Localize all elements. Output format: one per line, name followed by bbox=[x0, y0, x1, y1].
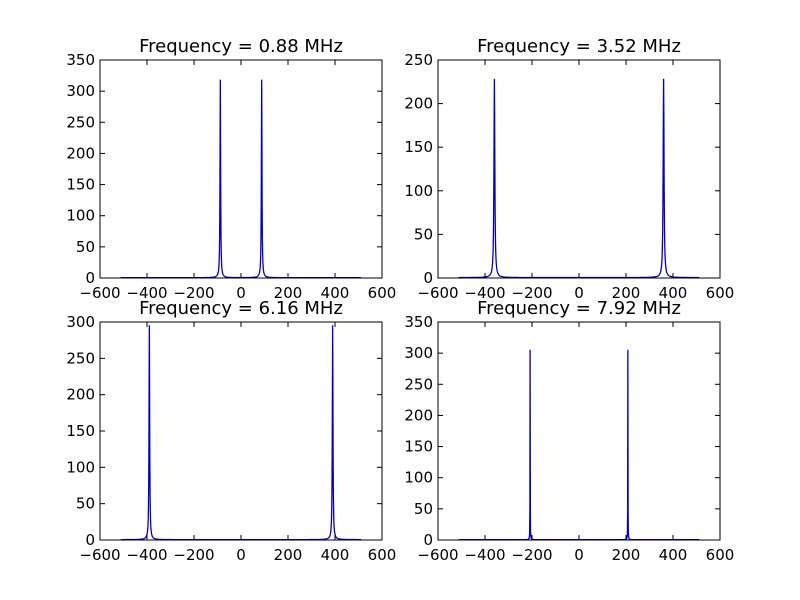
subplot-freq-0-88: −600 −400 −200 0 200 400 600 0 50 100 150 200 250 300… bbox=[66, 36, 396, 302]
y-tick-label: 150 bbox=[66, 422, 95, 440]
x-tick-label: −200 bbox=[511, 284, 552, 302]
y-tick-label: 200 bbox=[66, 144, 95, 162]
y-tick-label: 300 bbox=[404, 344, 433, 362]
y-tick-label: 250 bbox=[404, 375, 433, 393]
y-tick-label: 200 bbox=[404, 95, 433, 113]
y-tick-label: 0 bbox=[85, 531, 95, 549]
y-tick-label: 150 bbox=[404, 438, 433, 456]
plot-area bbox=[438, 60, 720, 278]
x-tick-label: 200 bbox=[612, 284, 641, 302]
y-tick-label: 50 bbox=[414, 225, 433, 243]
subplot-title: Frequency = 7.92 MHz bbox=[477, 298, 681, 319]
x-tick-label: 0 bbox=[236, 284, 246, 302]
y-tick-label: 300 bbox=[66, 313, 95, 331]
subplot-title: Frequency = 6.16 MHz bbox=[139, 298, 343, 319]
y-tick-label: 100 bbox=[66, 458, 95, 476]
x-tick-label: 200 bbox=[274, 284, 303, 302]
y-tick-label: 0 bbox=[423, 531, 433, 549]
x-tick-label: −200 bbox=[173, 284, 214, 302]
x-tick-label: 200 bbox=[274, 546, 303, 564]
y-tick-label: 300 bbox=[66, 82, 95, 100]
x-tick-label: 400 bbox=[321, 284, 350, 302]
x-tick-label: 400 bbox=[659, 546, 688, 564]
y-tick-label: 250 bbox=[66, 113, 95, 131]
x-tick-label: 600 bbox=[706, 546, 735, 564]
x-tick-label: −400 bbox=[464, 546, 505, 564]
x-tick-label: 0 bbox=[574, 546, 584, 564]
subplot-title: Frequency = 3.52 MHz bbox=[477, 36, 681, 57]
plot-area bbox=[100, 60, 382, 278]
x-tick-label: −200 bbox=[511, 546, 552, 564]
x-tick-label: −600 bbox=[79, 546, 120, 564]
x-tick-label: 0 bbox=[574, 284, 584, 302]
subplot-title: Frequency = 0.88 MHz bbox=[139, 36, 343, 57]
y-tick-label: 200 bbox=[404, 406, 433, 424]
y-tick-label: 50 bbox=[414, 500, 433, 518]
y-tick-label: 100 bbox=[404, 469, 433, 487]
y-tick-label: 0 bbox=[85, 269, 95, 287]
subplot-freq-3-52: −600 −400 −200 0 200 400 600 0 50 100 150 200 250 Fr… bbox=[404, 36, 734, 302]
x-tick-label: −400 bbox=[126, 546, 167, 564]
y-tick-label: 50 bbox=[76, 495, 95, 513]
y-tick-label: 100 bbox=[404, 182, 433, 200]
y-tick-label: 150 bbox=[404, 138, 433, 156]
y-tick-label: 0 bbox=[423, 269, 433, 287]
x-tick-label: 600 bbox=[706, 284, 735, 302]
y-tick-label: 100 bbox=[66, 207, 95, 225]
x-tick-label: 0 bbox=[236, 546, 246, 564]
x-tick-label: 600 bbox=[368, 284, 397, 302]
x-tick-label: −600 bbox=[79, 284, 120, 302]
x-tick-label: 400 bbox=[659, 284, 688, 302]
x-tick-label: 400 bbox=[321, 546, 350, 564]
plot-area bbox=[100, 322, 382, 540]
y-tick-label: 350 bbox=[404, 313, 433, 331]
x-tick-label: −600 bbox=[417, 546, 458, 564]
y-tick-label: 200 bbox=[66, 386, 95, 404]
x-tick-label: −200 bbox=[173, 546, 214, 564]
y-tick-label: 250 bbox=[66, 349, 95, 367]
y-tick-label: 50 bbox=[76, 238, 95, 256]
x-tick-label: 600 bbox=[368, 546, 397, 564]
x-tick-label: −400 bbox=[126, 284, 167, 302]
x-tick-label: −400 bbox=[464, 284, 505, 302]
y-tick-label: 250 bbox=[404, 51, 433, 69]
subplot-freq-7-92: −600 −400 −200 0 200 400 600 0 50 100 150 200 250 300… bbox=[404, 298, 734, 564]
subplot-freq-6-16: −600 −400 −200 0 200 400 600 0 50 100 150 200 250 300… bbox=[66, 298, 396, 564]
plot-area bbox=[438, 322, 720, 540]
x-tick-label: −600 bbox=[417, 284, 458, 302]
y-tick-label: 350 bbox=[66, 51, 95, 69]
y-tick-label: 150 bbox=[66, 176, 95, 194]
x-tick-label: 200 bbox=[612, 546, 641, 564]
